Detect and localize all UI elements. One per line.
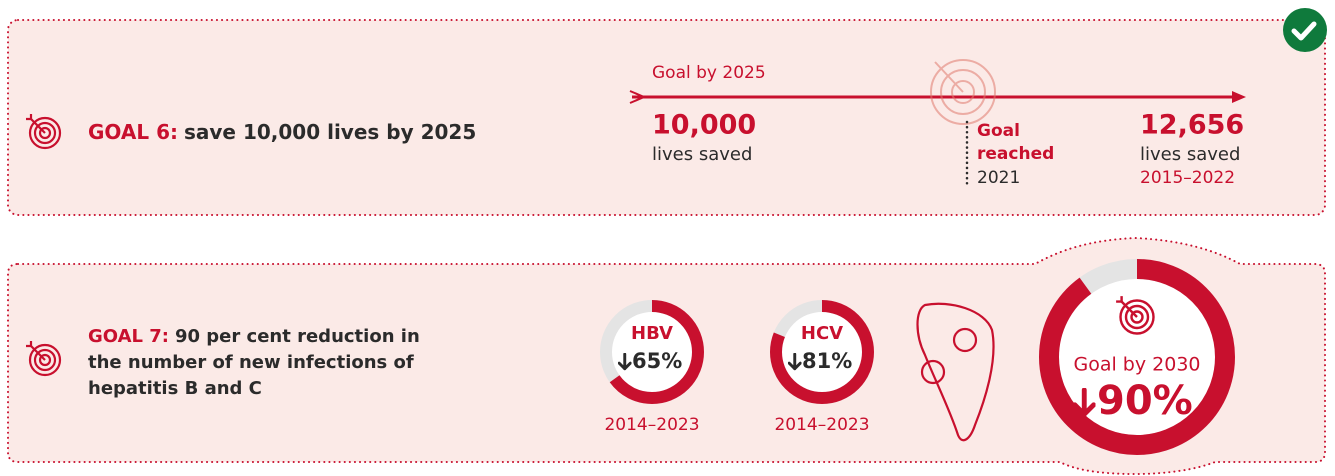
goal6-heading: GOAL 6:save 10,000 lives by 2025 <box>88 120 476 144</box>
goal-text: save 10,000 lives by 2025 <box>184 120 476 144</box>
reached-label: Goal <box>977 121 1020 141</box>
reached-year: 2021 <box>977 168 1020 188</box>
result-unit: lives saved <box>1140 144 1240 165</box>
infographic: GOAL 6:save 10,000 lives by 2025 Goal by… <box>0 0 1335 476</box>
goal-text: 90 per cent reduction in <box>175 326 420 347</box>
ring-label: 81% <box>802 349 852 373</box>
goal-label: GOAL 7: <box>88 326 169 347</box>
goal7-heading: GOAL 7: 90 per cent reduction in <box>88 326 420 347</box>
reached-target <box>931 60 995 124</box>
ring-name: HCV <box>801 323 843 344</box>
goal-text: hepatitis B and C <box>88 378 262 399</box>
ring-name: HBV <box>631 323 673 344</box>
target-value: 10,000 <box>652 110 756 141</box>
ring-period: 2014–2023 <box>774 415 869 435</box>
check-badge <box>1283 8 1327 52</box>
goal-label: 90% <box>1097 378 1193 424</box>
target-label: Goal by 2025 <box>652 63 766 83</box>
reached-label: reached <box>977 144 1054 164</box>
result-value: 12,656 <box>1140 110 1244 141</box>
target-unit: lives saved <box>652 144 752 165</box>
ring-label: 65% <box>632 349 682 373</box>
goal-label: GOAL 6: <box>88 120 178 144</box>
goal-name: Goal by 2030 <box>1073 354 1200 376</box>
goal-text: the number of new infections of <box>88 352 414 373</box>
result-period: 2015–2022 <box>1140 168 1235 188</box>
ring-period: 2014–2023 <box>604 415 699 435</box>
